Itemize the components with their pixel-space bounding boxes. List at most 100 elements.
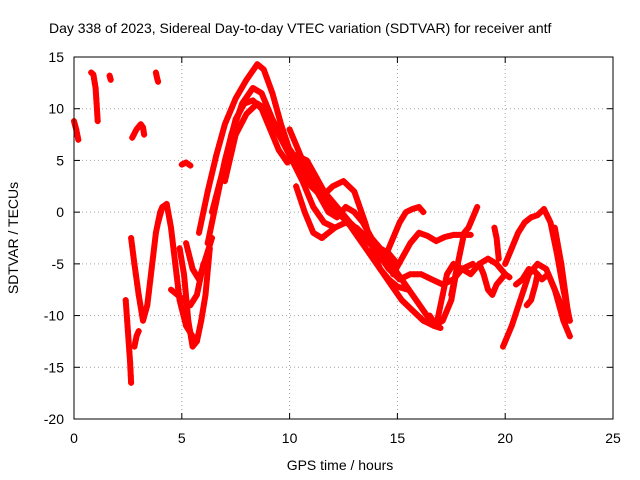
- data-point-marker: [311, 183, 317, 190]
- data-point-marker: [187, 162, 194, 169]
- data-point-marker: [349, 222, 356, 229]
- data-point-marker: [204, 276, 210, 283]
- data-point-marker: [124, 328, 131, 335]
- series-seg-q: [221, 100, 476, 288]
- data-point-marker: [459, 236, 466, 243]
- series-seg-a: [71, 118, 82, 143]
- series-seg-f: [122, 297, 135, 386]
- data-point-marker: [490, 288, 497, 295]
- data-point-marker: [347, 185, 354, 191]
- data-point-marker: [514, 305, 521, 312]
- data-point-marker: [402, 281, 409, 288]
- data-point-marker: [549, 281, 556, 288]
- data-point-marker: [428, 276, 435, 283]
- data-point-marker: [125, 338, 132, 345]
- data-point-marker: [329, 183, 336, 190]
- data-point-marker: [316, 193, 323, 200]
- data-point-marker: [477, 264, 484, 271]
- data-point-marker: [398, 297, 405, 304]
- data-point-marker: [193, 272, 200, 279]
- data-point-marker: [445, 304, 452, 310]
- x-tick-label: 15: [390, 430, 406, 446]
- data-point-marker: [533, 278, 540, 285]
- data-point-marker: [189, 298, 196, 305]
- data-point-marker: [446, 267, 453, 274]
- series-trace: [221, 100, 476, 288]
- data-point-marker: [152, 229, 159, 236]
- data-point-marker: [387, 240, 394, 247]
- series-seg-r: [286, 126, 401, 267]
- data-point-marker: [326, 186, 333, 193]
- data-point-marker: [201, 202, 208, 209]
- data-point-marker: [437, 302, 444, 309]
- data-point-marker: [425, 274, 432, 281]
- data-point-marker: [232, 131, 239, 138]
- series-seg-ac: [523, 271, 541, 309]
- data-point-marker: [305, 171, 312, 178]
- series-seg-c: [106, 72, 114, 83]
- data-point-marker: [132, 336, 139, 343]
- data-point-marker: [198, 317, 205, 324]
- data-point-marker: [204, 248, 211, 255]
- data-point-marker: [388, 254, 395, 260]
- data-point-marker: [416, 229, 422, 236]
- data-point-marker: [413, 233, 420, 240]
- data-point-marker: [155, 78, 162, 85]
- series-trace: [176, 245, 213, 350]
- data-point-marker: [312, 172, 319, 179]
- series-seg-e: [152, 69, 162, 85]
- data-point-marker: [235, 110, 242, 117]
- data-point-marker: [340, 178, 347, 185]
- data-point-marker: [232, 116, 239, 123]
- data-point-marker: [131, 343, 138, 350]
- series-seg-l: [183, 235, 215, 283]
- data-point-marker: [313, 188, 320, 195]
- data-point-marker: [467, 271, 474, 278]
- data-point-marker: [306, 195, 313, 202]
- data-point-marker: [290, 136, 297, 143]
- data-point-marker: [196, 276, 202, 283]
- series-seg-s: [293, 183, 338, 241]
- data-point-marker: [511, 314, 518, 321]
- data-point-marker: [523, 269, 530, 276]
- grid: [74, 57, 613, 419]
- data-point-marker: [225, 112, 232, 119]
- data-point-marker: [94, 106, 100, 113]
- data-point-marker: [293, 141, 300, 148]
- data-point-marker: [144, 302, 151, 309]
- series-seg-ad: [551, 224, 571, 314]
- data-point-marker: [562, 291, 569, 298]
- data-point-marker: [132, 340, 139, 347]
- data-point-marker: [351, 188, 358, 195]
- data-point-marker: [410, 236, 417, 243]
- y-tick-label: 10: [48, 101, 64, 117]
- data-point-marker: [371, 238, 378, 245]
- data-point-marker: [196, 281, 202, 288]
- data-point-marker: [181, 271, 187, 278]
- data-point-marker: [297, 152, 304, 159]
- data-point-marker: [448, 264, 455, 271]
- data-point-marker: [523, 279, 529, 286]
- data-point-marker: [494, 241, 501, 248]
- data-point-marker: [471, 210, 478, 217]
- data-point-marker: [176, 245, 183, 252]
- data-point-marker: [329, 198, 336, 205]
- data-point-marker: [404, 245, 411, 252]
- data-point-marker: [506, 250, 513, 257]
- data-point-marker: [366, 250, 373, 257]
- data-point-marker: [216, 185, 223, 191]
- data-point-marker: [221, 121, 228, 128]
- data-point-marker: [451, 278, 458, 285]
- data-point-marker: [260, 66, 267, 73]
- data-point-marker: [193, 291, 200, 298]
- data-point-marker: [241, 100, 248, 107]
- data-point-marker: [391, 286, 398, 293]
- data-point-marker: [493, 235, 500, 241]
- data-point-marker: [519, 276, 526, 283]
- chart-title: Day 338 of 2023, Sidereal Day-to-day VTE…: [49, 20, 552, 36]
- data-point-marker: [358, 209, 365, 216]
- data-point-marker: [506, 274, 513, 281]
- data-point-marker: [94, 118, 101, 125]
- data-point-marker: [355, 235, 362, 241]
- data-point-marker: [491, 224, 498, 231]
